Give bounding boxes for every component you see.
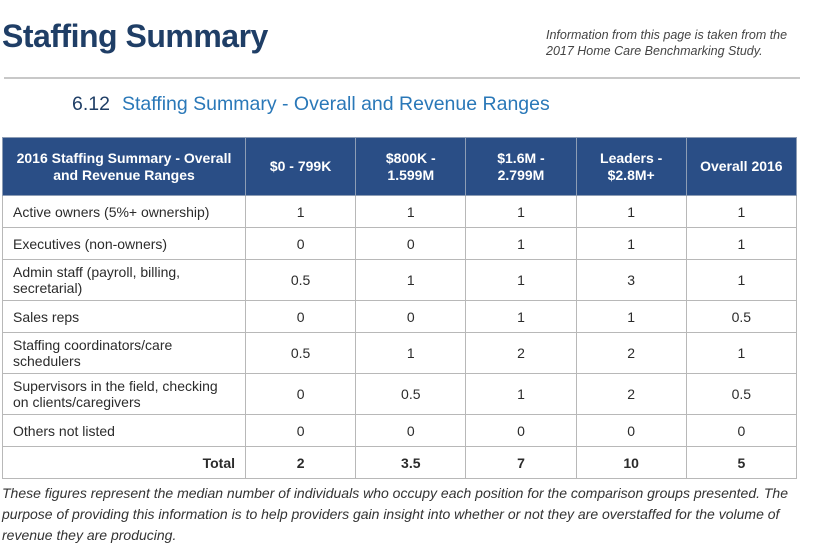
table-cell: 1 [355, 332, 467, 374]
column-header: $800K - 1.599M [355, 137, 467, 196]
total-cell: 7 [465, 446, 577, 479]
table-cell: 3 [575, 259, 687, 301]
divider [4, 77, 800, 79]
table-cell: 0.5 [685, 300, 797, 333]
table-cell: 1 [465, 195, 577, 228]
row-label: Staffing coordinators/care schedulers [2, 332, 246, 374]
row-label: Active owners (5%+ ownership) [2, 195, 246, 228]
column-header: 2016 Staffing Summary - Overall and Reve… [2, 137, 246, 196]
table-row: Supervisors in the field, checking on cl… [2, 373, 797, 415]
table-cell: 1 [355, 195, 467, 228]
total-cell: 2 [244, 446, 357, 479]
staffing-table: 2016 Staffing Summary - Overall and Reve… [2, 137, 797, 479]
table-cell: 1 [575, 300, 687, 333]
page-title: Staffing Summary [2, 18, 268, 54]
table-cell: 0 [685, 414, 797, 447]
table-cell: 0 [465, 414, 577, 447]
table-cell: 2 [575, 332, 687, 374]
table-cell: 0 [244, 373, 357, 415]
table-cell: 1 [465, 259, 577, 301]
table-row: Staffing coordinators/care schedulers 0.… [2, 332, 797, 374]
table-cell: 1 [244, 195, 357, 228]
table-header-row: 2016 Staffing Summary - Overall and Reve… [2, 137, 797, 196]
table-row: Executives (non-owners) 0 0 1 1 1 [2, 227, 797, 260]
table-cell: 1 [465, 373, 577, 415]
table-cell: 1 [685, 259, 797, 301]
column-header: $1.6M - 2.799M [465, 137, 577, 196]
table-cell: 0.5 [685, 373, 797, 415]
table-cell: 0 [355, 227, 467, 260]
table-cell: 0.5 [244, 259, 357, 301]
table-cell: 1 [355, 259, 467, 301]
column-header: $0 - 799K [244, 137, 357, 196]
section-title: Staffing Summary - Overall and Revenue R… [121, 93, 550, 115]
total-cell: 5 [685, 446, 797, 479]
section-number: 6.12 [72, 93, 110, 115]
table-cell: 0.5 [244, 332, 357, 374]
total-row: Total 2 3.5 7 10 5 [2, 446, 797, 479]
table-cell: 0 [575, 414, 687, 447]
table-cell: 1 [465, 227, 577, 260]
table-cell: 1 [465, 300, 577, 333]
total-label: Total [2, 446, 246, 479]
column-header: Leaders - $2.8M+ [575, 137, 687, 196]
row-label: Others not listed [2, 414, 246, 447]
row-label: Executives (non-owners) [2, 227, 246, 260]
section-heading: 6.12 Staffing Summary - Overall and Reven… [72, 93, 550, 116]
table-cell: 1 [685, 332, 797, 374]
table-row: Active owners (5%+ ownership) 1 1 1 1 1 [2, 195, 797, 228]
table-cell: 0 [355, 414, 467, 447]
table-cell: 1 [685, 195, 797, 228]
table-row: Sales reps 0 0 1 1 0.5 [2, 300, 797, 333]
footnote: These figures represent the median numbe… [2, 485, 789, 543]
table-cell: 1 [575, 227, 687, 260]
table-row: Others not listed 0 0 0 0 0 [2, 414, 797, 447]
table-cell: 0 [244, 414, 357, 447]
total-cell: 10 [575, 446, 687, 479]
row-label: Admin staff (payroll, billing, secretari… [2, 259, 246, 301]
table-cell: 1 [685, 227, 797, 260]
column-header: Overall 2016 [685, 137, 797, 196]
table-row: Admin staff (payroll, billing, secretari… [2, 259, 797, 301]
source-note: Information from this page is taken from… [546, 28, 788, 58]
table-cell: 1 [575, 195, 687, 228]
row-label: Sales reps [2, 300, 246, 333]
row-label: Supervisors in the field, checking on cl… [2, 373, 246, 415]
table-cell: 0 [355, 300, 467, 333]
total-cell: 3.5 [355, 446, 467, 479]
table-cell: 0 [244, 227, 357, 260]
table-cell: 2 [575, 373, 687, 415]
table-cell: 0.5 [355, 373, 467, 415]
table-cell: 2 [465, 332, 577, 374]
table-cell: 0 [244, 300, 357, 333]
